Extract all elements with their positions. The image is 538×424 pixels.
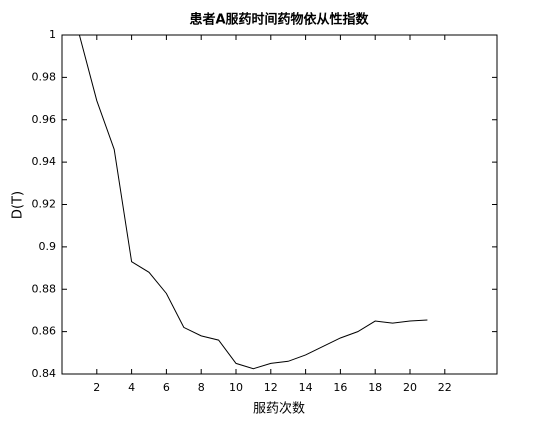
x-tick-label: 20: [403, 381, 417, 394]
y-tick-label: 0.9: [39, 240, 57, 253]
x-tick-label: 8: [198, 381, 205, 394]
y-tick-label: 0.86: [32, 325, 57, 338]
x-tick-label: 18: [368, 381, 382, 394]
y-tick-label: 0.98: [32, 70, 57, 83]
y-tick-label: 0.96: [32, 113, 57, 126]
y-tick-label: 0.88: [32, 282, 57, 295]
x-tick-label: 2: [93, 381, 100, 394]
y-tick-label: 1: [49, 28, 56, 41]
y-tick-label: 0.84: [32, 367, 57, 380]
x-tick-label: 14: [299, 381, 313, 394]
x-tick-label: 4: [128, 381, 135, 394]
x-tick-label: 22: [438, 381, 452, 394]
x-tick-label: 10: [229, 381, 243, 394]
y-tick-label: 0.94: [32, 155, 57, 168]
chart-title: 患者A服药时间药物依从性指数: [189, 12, 369, 28]
x-axis-label: 服药次数: [253, 401, 305, 417]
x-tick-label: 6: [163, 381, 170, 394]
x-tick-label: 12: [264, 381, 278, 394]
axes-box: [61, 34, 498, 375]
x-tick-label: 16: [333, 381, 347, 394]
y-axis-label: D(T): [11, 191, 26, 219]
data-line: [78, 34, 428, 370]
y-tick-label: 0.92: [32, 198, 57, 211]
